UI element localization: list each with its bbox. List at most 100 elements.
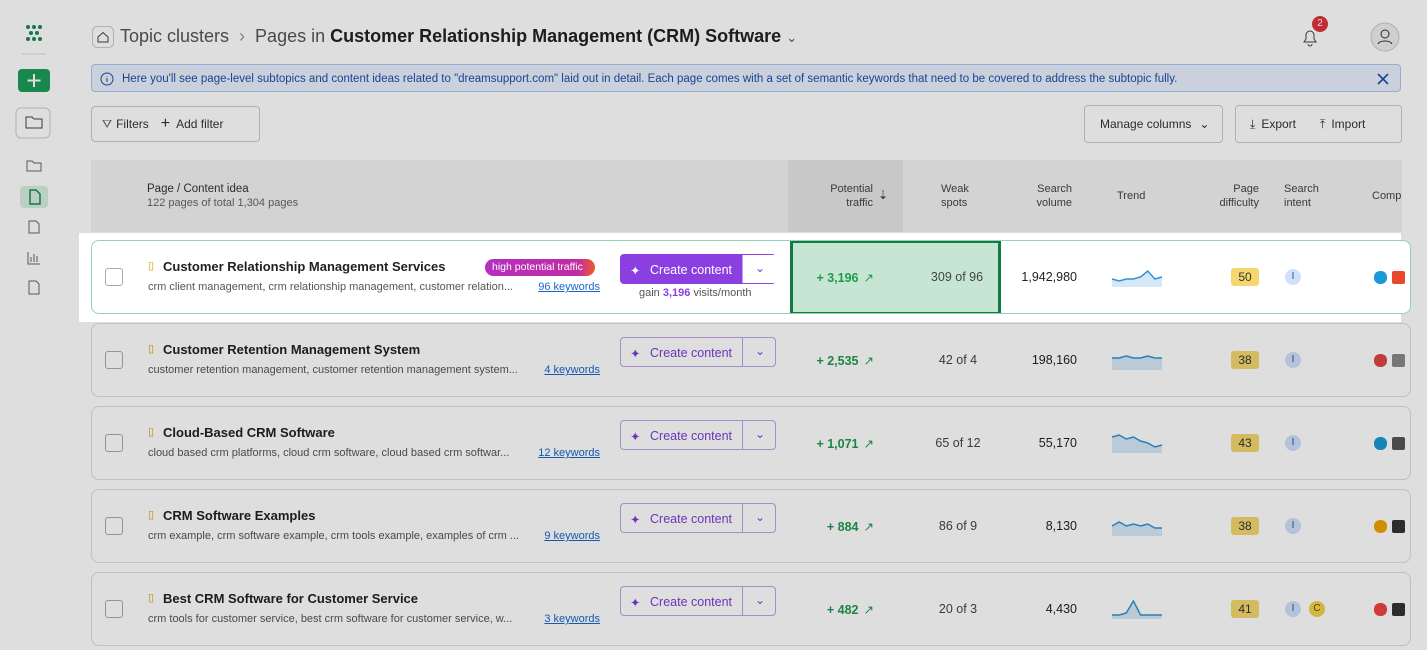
- competitor-icon: [1374, 437, 1387, 450]
- page-title[interactable]: Customer Retention Management System: [163, 342, 421, 357]
- filters-bar: ⛛ Filters + Add filter: [91, 106, 260, 142]
- trend-sparkline: [1111, 269, 1163, 287]
- column-header: Page / Content idea: [147, 183, 249, 195]
- trend-line: [1111, 269, 1163, 282]
- info-icon: [100, 72, 114, 86]
- column-header[interactable]: Weak spots: [941, 183, 969, 209]
- user-avatar[interactable]: [1370, 22, 1400, 52]
- create-content-label: Create content: [650, 429, 732, 443]
- page-difficulty: 50: [1231, 268, 1259, 286]
- column-header[interactable]: Potential traffic: [830, 183, 873, 209]
- column-header[interactable]: Search intent: [1284, 183, 1319, 209]
- intent-badge: I: [1285, 269, 1301, 285]
- chevron: ⌄: [755, 510, 766, 524]
- column-header[interactable]: Page difficulty: [1219, 183, 1259, 209]
- create-content-label: Create content: [650, 595, 732, 609]
- search-volume: 4,430: [1045, 602, 1077, 616]
- trend-up-icon: ↗: [863, 520, 874, 534]
- trend-area: [1112, 271, 1162, 287]
- page-title[interactable]: Customer Relationship Management Service…: [163, 259, 446, 274]
- keyword-preview: cloud based crm platforms, cloud crm sof…: [148, 447, 510, 459]
- export-import: ⤓ Export ⤒ Import: [1235, 105, 1402, 143]
- create-dropdown[interactable]: ⌄: [742, 338, 777, 366]
- trend-line: [1111, 521, 1162, 529]
- trend-line: [1112, 355, 1162, 359]
- create-content-label: Create content: [650, 346, 732, 360]
- table-row: ▯ CRM Software Examples crm example, crm s…: [91, 489, 1411, 563]
- intent-badge: C: [1309, 601, 1325, 617]
- trend-line: [1112, 599, 1162, 616]
- add-filter[interactable]: Add filter: [176, 117, 224, 131]
- bell-icon[interactable]: [1298, 26, 1322, 50]
- search-volume: 8,130: [1045, 519, 1077, 533]
- potential-traffic-value: + 884: [826, 520, 859, 534]
- page-title[interactable]: CRM Software Examples: [163, 508, 316, 523]
- column-header[interactable]: Search volume: [1036, 183, 1072, 209]
- potential-traffic-value: + 482: [826, 603, 859, 617]
- row-checkbox[interactable]: [105, 434, 123, 452]
- page-title[interactable]: Best CRM Software for Customer Service: [163, 591, 419, 606]
- competitor-icon: [1392, 354, 1405, 367]
- weak-spots: 20 of 3: [938, 602, 978, 616]
- column-header[interactable]: Comp: [1372, 190, 1402, 202]
- trend-area: [1112, 435, 1162, 453]
- gain-value: 3,196: [662, 287, 691, 299]
- intent-badge: I: [1285, 435, 1301, 451]
- close-button[interactable]: [1376, 72, 1390, 86]
- keywords-link[interactable]: 96 keywords: [538, 281, 600, 293]
- weak-spots: 86 of 9: [938, 519, 978, 533]
- competitor-icon: [1392, 603, 1405, 616]
- trend-up-icon: ↗: [863, 354, 874, 368]
- create-dropdown[interactable]: ⌄: [742, 421, 777, 449]
- trend-up-icon: ↗: [863, 437, 874, 451]
- intent-badge: I: [1285, 518, 1301, 534]
- trend-line: [1111, 434, 1163, 448]
- filters-label[interactable]: Filters: [116, 117, 149, 131]
- potential-traffic-value: + 1,071: [816, 437, 859, 451]
- create-content[interactable]: Create content ✦ ⌄: [620, 503, 776, 533]
- create-dropdown[interactable]: ⌄: [742, 504, 777, 532]
- breadcrumb-current[interactable]: Customer Relationship Management (CRM) S…: [330, 26, 782, 46]
- chevron: ⌄: [755, 344, 766, 358]
- table-row: ▯ Customer Relationship Management Servic…: [91, 240, 1411, 314]
- export-button[interactable]: Export: [1261, 117, 1296, 131]
- keywords-link[interactable]: 4 keywords: [544, 364, 600, 376]
- info-text: Here you'll see page-level subtopics and…: [122, 73, 1178, 85]
- keywords-link[interactable]: 12 keywords: [538, 447, 600, 459]
- breadcrumb-root[interactable]: Topic clusters: [120, 26, 230, 46]
- sparkle-icon: ✦: [630, 430, 641, 444]
- create-content[interactable]: Create content ✦ ⌄: [620, 420, 776, 450]
- chevron: ⌄: [755, 427, 766, 441]
- breadcrumb: Topic clusters › Pages in Customer Relatio…: [120, 26, 798, 46]
- sparkle-icon: ✦: [630, 596, 641, 610]
- keywords-link[interactable]: 9 keywords: [544, 530, 600, 542]
- create-content[interactable]: Create content ✦ ⌄: [620, 337, 776, 367]
- create-content[interactable]: Create content ✦ ⌄: [620, 586, 776, 616]
- potential-traffic: + 482 ↗: [784, 602, 874, 617]
- keyword-preview: crm client management, crm relationship …: [148, 281, 513, 293]
- row-checkbox[interactable]: [105, 517, 123, 535]
- home-icon[interactable]: [92, 26, 114, 48]
- create-content[interactable]: Create content ✦ ⌄: [620, 254, 777, 284]
- page-icon: ▯: [148, 343, 155, 355]
- page-title[interactable]: Cloud-Based CRM Software: [163, 425, 335, 440]
- keywords-link[interactable]: 3 keywords: [544, 613, 600, 625]
- sort-icon[interactable]: ⇣: [878, 188, 889, 202]
- potential-traffic-value: + 2,535: [816, 354, 859, 368]
- search-volume: 1,942,980: [1021, 270, 1077, 284]
- column-header: Trend: [1117, 190, 1146, 202]
- sparkle-icon: ✦: [630, 347, 641, 361]
- row-checkbox[interactable]: [105, 351, 123, 369]
- row-checkbox[interactable]: [105, 268, 123, 286]
- row-checkbox[interactable]: [105, 600, 123, 618]
- notification-count: 2: [1312, 16, 1328, 32]
- import-button[interactable]: Import: [1331, 117, 1366, 131]
- intent-badge: I: [1285, 601, 1301, 617]
- create-dropdown[interactable]: ⌄: [742, 587, 777, 615]
- manage-columns[interactable]: Manage columns ⌄: [1084, 105, 1223, 143]
- intent-badge: I: [1285, 352, 1301, 368]
- potential-traffic: + 884 ↗: [784, 519, 874, 534]
- create-dropdown[interactable]: ⌄: [742, 255, 777, 283]
- search-volume: 55,170: [1038, 436, 1077, 450]
